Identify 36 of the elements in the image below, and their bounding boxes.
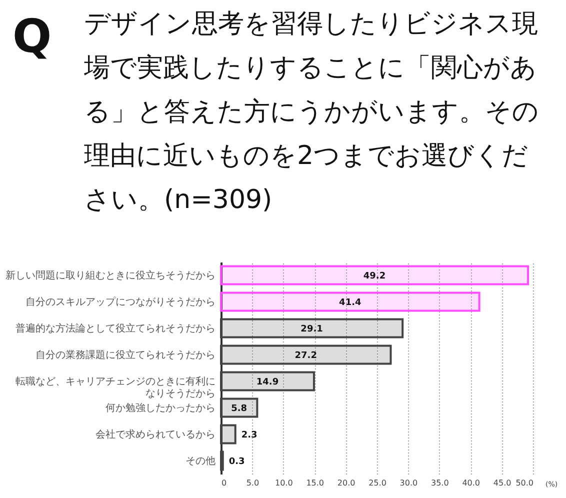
bar [220, 318, 404, 338]
x-tick-label: 25.0 [368, 478, 386, 488]
y-tick-label: 自分の業務課題に役立てられそうだから [36, 348, 216, 361]
x-tick-label: 0 [222, 478, 227, 488]
data-label: 0.3 [228, 456, 245, 467]
bar [220, 371, 315, 392]
x-tick-label: 15.0 [306, 478, 324, 488]
y-tick-label: その他 [186, 454, 216, 467]
data-label: 14.9 [256, 377, 279, 388]
data-label: 49.2 [363, 271, 386, 282]
x-tick-label: 50.0 [516, 478, 534, 488]
y-tick-label: 新しい問題に取り組むときに役立ちそうだから [6, 269, 216, 282]
x-tick-label: 40.0 [462, 478, 480, 488]
bar [220, 292, 480, 312]
bar [220, 265, 530, 286]
bar [220, 424, 236, 444]
x-tick-label: 35.0 [430, 478, 449, 488]
y-tick-label: 普遍的な方法論として役立てられそうだから [16, 322, 216, 334]
data-label: 5.8 [231, 404, 248, 414]
y-tick-label: 転職など、キャリアチェンジのときに有利になりそうだから [16, 375, 216, 400]
x-tick-label: 10.0 [274, 478, 293, 488]
text: Q [12, 9, 52, 63]
y-tick-label: 自分のスキルアップにつながりそうだから [26, 296, 216, 308]
data-label: 27.2 [294, 350, 317, 361]
chart-title: デザイン思考を習得したりビジネス現場で実践したりすることに「関心がある」と答えた方にうかがいます。その理由に近いものを2つまでお選びください。(n=309) [83, 9, 539, 215]
bar [220, 398, 258, 418]
x-tick-label: 45.0 [493, 478, 512, 488]
y-tick-label: 会社で求められているから [96, 428, 216, 440]
x-tick-label: 20.0 [337, 478, 356, 488]
y-tick-label: 何か勉強したかったから [106, 402, 216, 414]
data-label: 29.1 [300, 324, 323, 334]
bar [220, 344, 392, 365]
x-tick-label: 30.0 [400, 478, 418, 488]
data-label: 41.4 [339, 298, 362, 308]
data-label: 2.3 [241, 430, 258, 440]
x-tick-label: 5.0 [246, 478, 260, 488]
